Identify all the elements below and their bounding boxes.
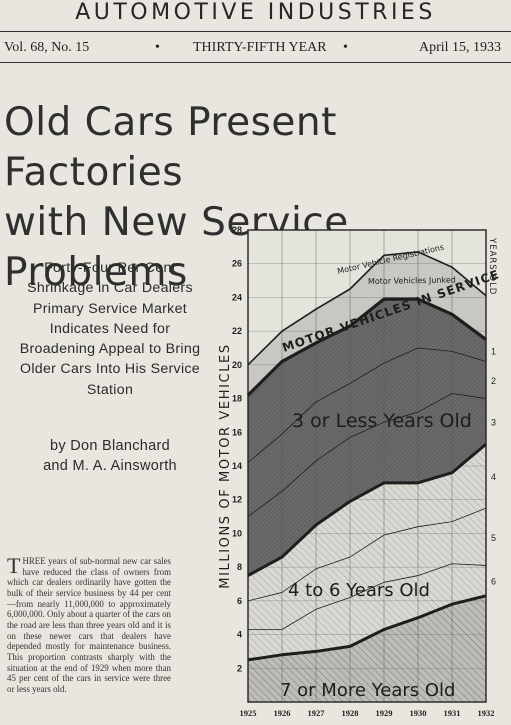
- byline-line-1: by Don Blanchard: [49, 438, 171, 454]
- x-tick-label-1927: 1927: [308, 708, 326, 718]
- issue-date: April 15, 1933: [419, 40, 502, 55]
- issue-volume: Vol. 68, No. 15: [4, 40, 90, 55]
- article-body-text: HREE years of sub-normal new car sales h…: [7, 556, 171, 694]
- y-tick-label-24: 24: [232, 292, 242, 302]
- masthead: AUTOMOTIVE INDUSTRIES: [75, 0, 436, 25]
- x-tick-label-1930: 1930: [410, 708, 427, 718]
- x-tick-label-1929: 1929: [376, 708, 393, 718]
- y-tick-label-6: 6: [237, 596, 242, 606]
- y-tick-label-22: 22: [232, 326, 242, 336]
- age-tick-1: 1: [491, 347, 496, 357]
- x-tick-label-1926: 1926: [274, 708, 291, 718]
- deck-summary: Forty-Four Per Cent Shrinkage in Car Dea…: [19, 260, 201, 398]
- band-4-to-6-years: [248, 444, 486, 660]
- y-tick-label-18: 18: [232, 394, 242, 404]
- label-band-4-to-6: 4 to 6 Years Old: [288, 580, 430, 601]
- y-tick-label-26: 26: [232, 259, 242, 269]
- series-line-8: [247, 594, 487, 662]
- article-body: T HREE years of sub-normal new car sales …: [7, 553, 171, 695]
- right-axis-label: YEARS OLD: [487, 237, 497, 295]
- series-line-3: [247, 347, 487, 463]
- age-tick-4: 4: [491, 472, 496, 482]
- y-tick-label-10: 10: [232, 528, 242, 538]
- label-junked: Motor Vehicles Junked: [368, 275, 456, 286]
- series-line-4: [247, 393, 487, 517]
- y-tick-label-14: 14: [232, 461, 242, 471]
- issue-year: THIRTY-FIFTH YEAR: [193, 40, 327, 55]
- issue-separator-right: •: [343, 40, 348, 55]
- band-7-or-more-years: [248, 595, 486, 702]
- series-line-6: [247, 507, 487, 602]
- series-line-2: [246, 297, 487, 397]
- y-tick-label-12: 12: [232, 495, 242, 505]
- band-3-or-less-years: [248, 299, 486, 576]
- x-tick-label-1925: 1925: [240, 708, 257, 718]
- x-tick-label-1932: 1932: [478, 708, 495, 718]
- band-junked: [248, 251, 486, 396]
- byline-line-2: and M. A. Ainsworth: [43, 458, 177, 474]
- chart-frame: [247, 229, 487, 703]
- x-tick-label-1931: 1931: [444, 708, 461, 718]
- series-line-7: [248, 563, 487, 630]
- label-band-7-or-more: 7 or More Years Old: [280, 680, 455, 701]
- series-line-5: [247, 442, 487, 577]
- age-tick-6: 6: [491, 577, 496, 587]
- age-tick-3: 3: [491, 417, 496, 427]
- headline-line-1: Old Cars Present Factories: [4, 100, 337, 195]
- y-tick-label-2: 2: [237, 663, 242, 673]
- y-axis-label: MILLIONS OF MOTOR VEHICLES: [218, 343, 233, 588]
- headline: Old Cars Present Factories with New Serv…: [4, 98, 509, 298]
- y-tick-label-4: 4: [237, 630, 242, 640]
- age-tick-2: 2: [491, 376, 496, 386]
- x-tick-label-1928: 1928: [342, 708, 359, 718]
- masthead-rule-top: [0, 31, 511, 32]
- series-line-1: [247, 251, 487, 366]
- age-tick-5: 5: [491, 533, 496, 543]
- issue-separator-left: •: [155, 40, 160, 55]
- masthead-rule-bottom: [0, 62, 511, 63]
- y-tick-label-28: 28: [232, 225, 242, 235]
- y-tick-label-20: 20: [232, 360, 242, 370]
- y-tick-label-8: 8: [237, 562, 242, 572]
- drop-cap: T: [7, 553, 21, 578]
- issue-line: Vol. 68, No. 15 • THIRTY-FIFTH YEAR • Ap…: [0, 38, 511, 58]
- byline: by Don Blanchard and M. A. Ainsworth: [10, 436, 210, 476]
- y-tick-label-16: 16: [232, 427, 242, 437]
- chart-plot-area: [246, 229, 487, 702]
- label-band-3-or-less: 3 or Less Years Old: [292, 410, 472, 432]
